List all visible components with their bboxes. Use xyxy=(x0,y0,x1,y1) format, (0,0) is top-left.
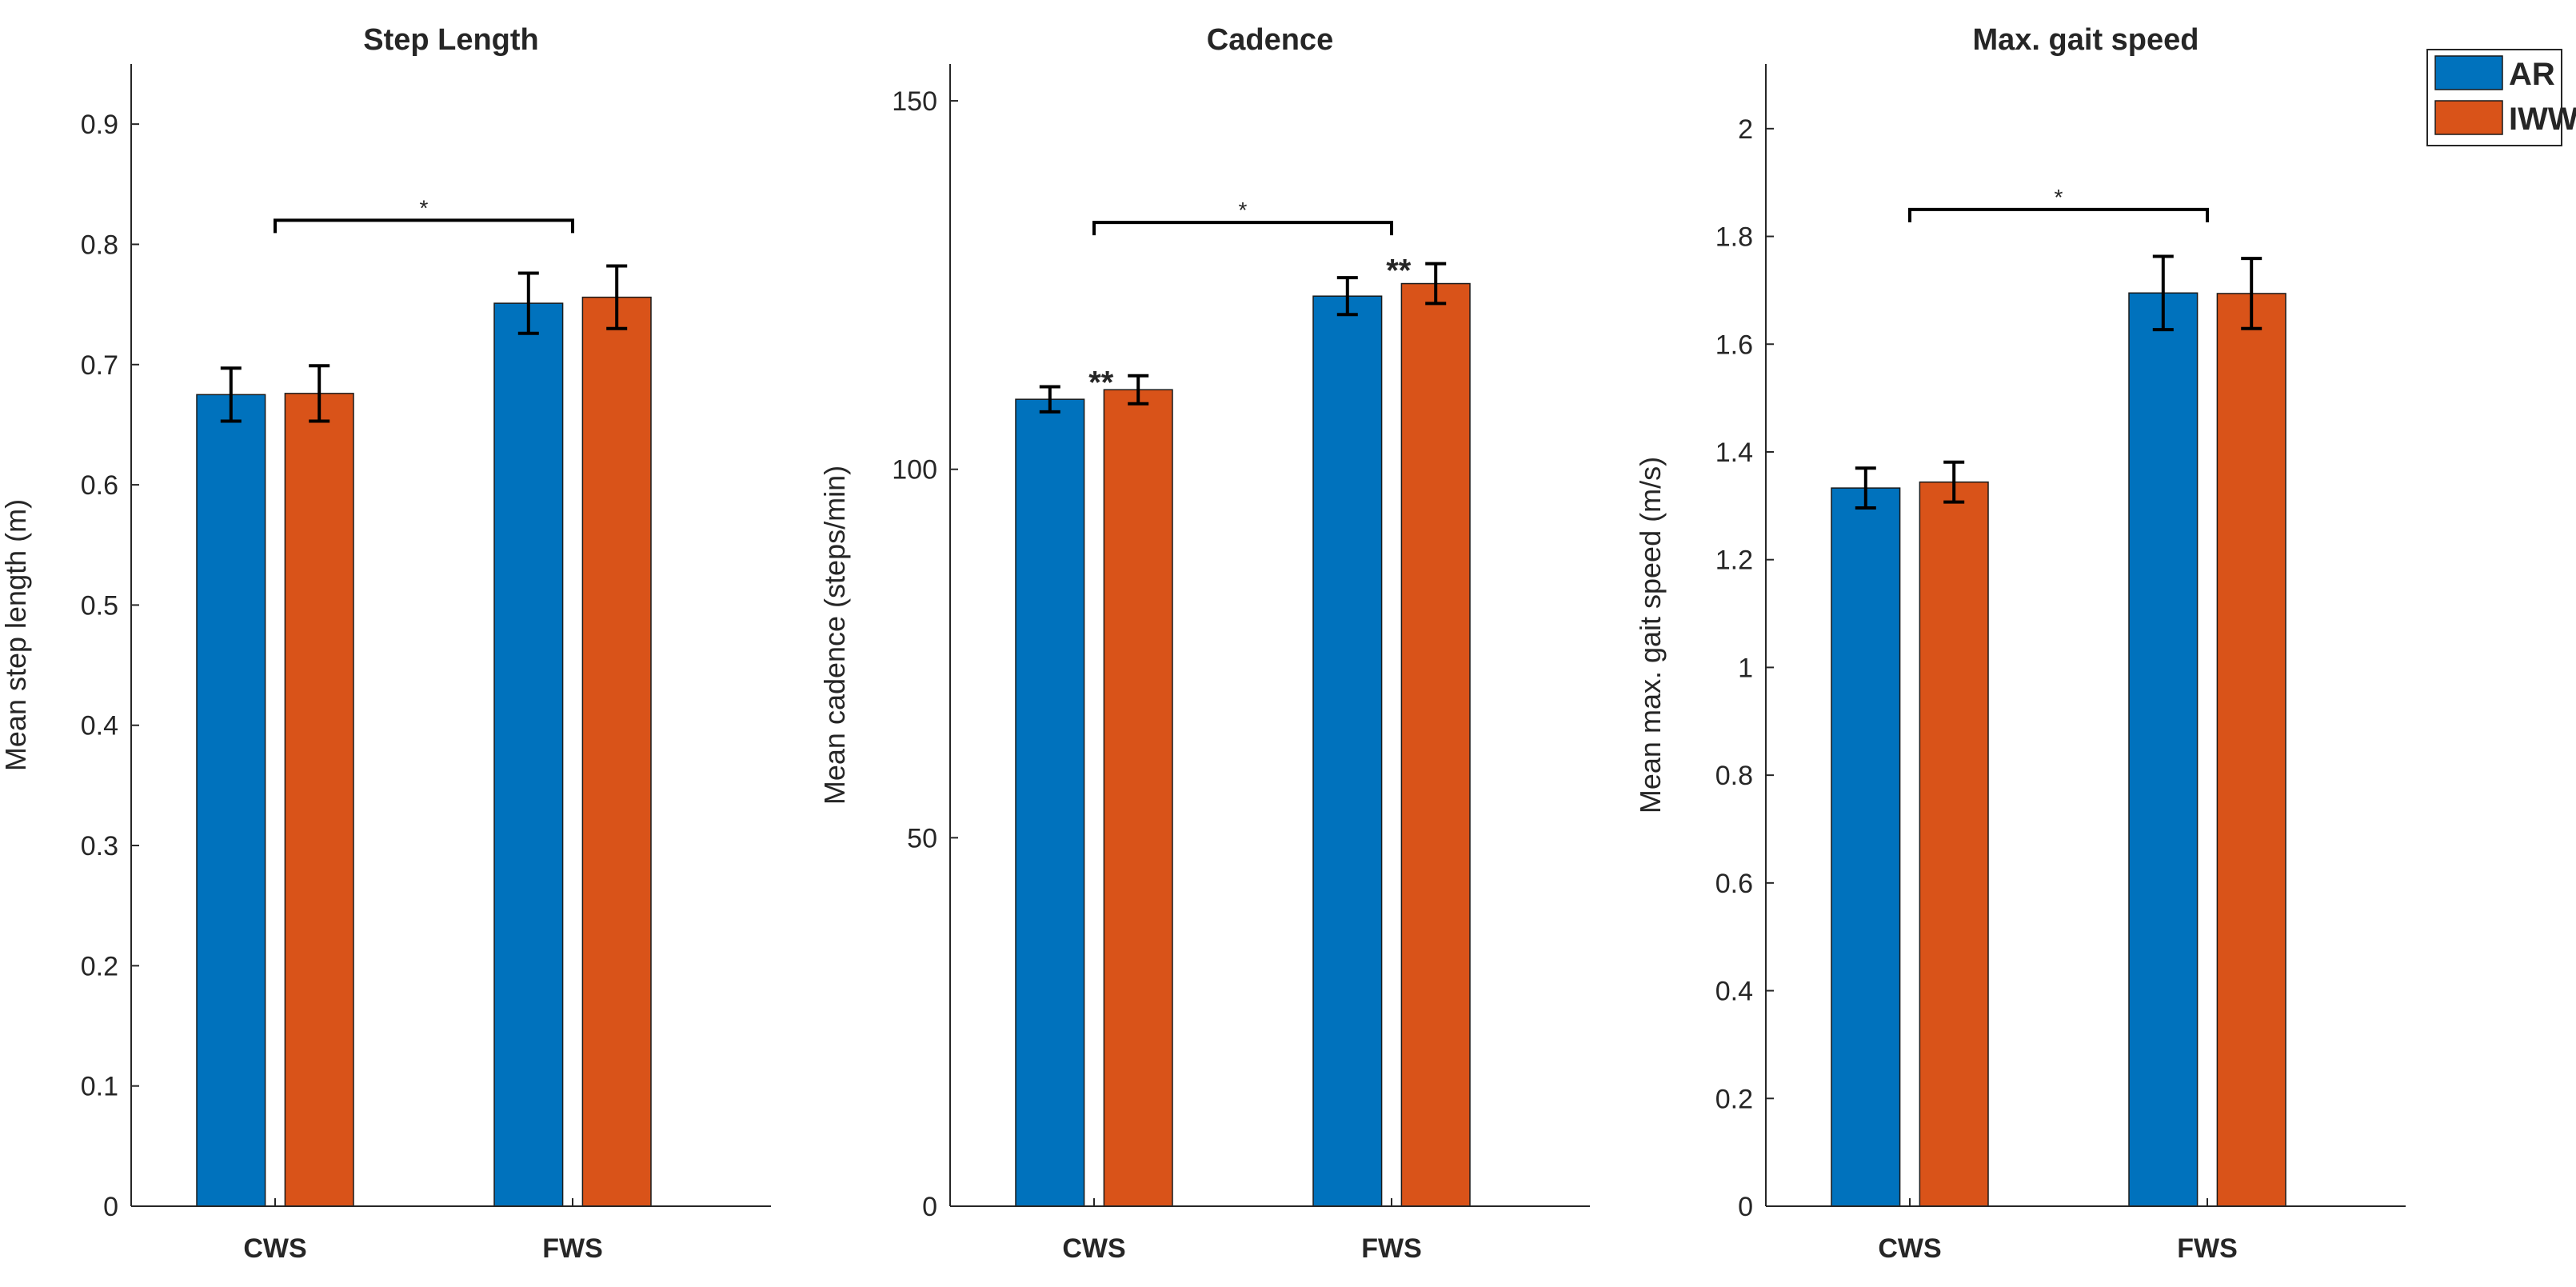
panel-cadence: Cadence Mean cadence (steps/min) 0 50 100 150… xyxy=(818,23,1590,1264)
y-tick-label: 0.2 xyxy=(81,951,118,981)
legend-swatch-iww xyxy=(2434,100,2503,135)
y-axis-label: Mean max. gait speed (m/s) xyxy=(1634,457,1667,813)
bar-cws-iww xyxy=(284,393,354,1207)
error-bar-cws-ar xyxy=(1039,385,1060,414)
bar-significance-label: ** xyxy=(1088,366,1114,401)
chart-title: Step Length xyxy=(363,23,539,57)
y-tick-label: 100 xyxy=(892,455,937,486)
bar-significance-label: ** xyxy=(1386,254,1412,289)
legend-label-iww: IWW xyxy=(2509,102,2576,137)
y-tick-label: 0.2 xyxy=(1715,1084,1753,1114)
y-tick-label: 1.2 xyxy=(1715,546,1753,576)
bar-cws-iww xyxy=(1919,481,1989,1207)
error-bar-cws-iww xyxy=(309,364,330,423)
y-tick-label: 0.8 xyxy=(1715,761,1753,791)
y-tick-label: 0.5 xyxy=(81,590,118,621)
y-tick-label: 50 xyxy=(907,823,937,853)
error-bar-cws-ar xyxy=(220,366,242,423)
x-tick-label-cws: CWS xyxy=(1062,1233,1125,1264)
significance-label: * xyxy=(1239,198,1248,222)
y-tick-label: 0.9 xyxy=(81,110,118,140)
bar-cws-ar xyxy=(1831,487,1901,1207)
bar-cws-iww xyxy=(1103,389,1173,1207)
y-tick-label: 2 xyxy=(1738,114,1753,145)
y-tick-label: 0.8 xyxy=(81,230,118,260)
y-axis-label: Mean step length (m) xyxy=(0,499,32,771)
chart-title: Max. gait speed xyxy=(1973,23,2199,57)
error-bar-fws-ar xyxy=(517,271,539,335)
error-bar-cws-ar xyxy=(1855,466,1876,510)
y-tick-label: 0.4 xyxy=(1715,977,1753,1007)
chart-title: Cadence xyxy=(1207,23,1333,57)
bar-cws-ar xyxy=(1015,398,1085,1207)
y-tick-label: 150 xyxy=(892,86,937,117)
error-bar-fws-ar xyxy=(1336,276,1358,317)
significance-bracket xyxy=(1092,221,1393,236)
y-tick-label: 0.7 xyxy=(81,350,118,381)
legend: AR IWW xyxy=(2426,49,2576,146)
significance-label: * xyxy=(2055,185,2063,210)
significance-bracket xyxy=(1908,207,2209,222)
significance-label: * xyxy=(420,195,429,220)
error-bar-cws-iww xyxy=(1943,460,1965,504)
error-bar-cws-iww xyxy=(1128,374,1149,406)
y-axis-label: Mean cadence (steps/min) xyxy=(818,466,851,805)
y-tick-label: 0.3 xyxy=(81,831,118,861)
error-bar-fws-iww xyxy=(606,264,628,330)
x-tick-label-fws: FWS xyxy=(2177,1233,2238,1264)
y-tick-label: 1.4 xyxy=(1715,438,1753,468)
y-tick-label: 0.6 xyxy=(1715,869,1753,899)
error-bar-fws-iww xyxy=(2241,257,2262,330)
y-tick-label: 1.8 xyxy=(1715,222,1753,253)
x-tick-label-cws: CWS xyxy=(243,1233,306,1264)
y-tick-label: 1 xyxy=(1738,653,1753,683)
panel-max-gait-speed: Max. gait speed Mean max. gait speed (m/s… xyxy=(1634,23,2406,1264)
y-tick-label: 0.6 xyxy=(81,470,118,501)
x-tick-label-cws: CWS xyxy=(1878,1233,1941,1264)
y-tick-label: 0 xyxy=(922,1192,937,1222)
bar-fws-iww xyxy=(2216,293,2286,1207)
y-tick-label: 0 xyxy=(103,1192,118,1222)
y-tick-label: 0 xyxy=(1738,1192,1753,1222)
bar-fws-ar xyxy=(1312,295,1383,1207)
y-tick-label: 0.1 xyxy=(81,1072,118,1102)
bar-fws-ar xyxy=(2128,292,2199,1207)
error-bar-fws-iww xyxy=(1425,262,1447,306)
legend-label-ar: AR xyxy=(2509,57,2555,92)
error-bar-fws-ar xyxy=(2152,254,2174,332)
bar-cws-ar xyxy=(196,394,266,1207)
significance-bracket xyxy=(274,218,574,234)
bar-fws-ar xyxy=(493,302,564,1207)
legend-swatch-ar xyxy=(2434,55,2503,90)
panel-step-length: Step Length Mean step length (m) 0 0.1 0.2 0.… xyxy=(0,23,771,1264)
y-tick-label: 1.6 xyxy=(1715,330,1753,360)
bar-fws-iww xyxy=(581,296,652,1207)
x-tick-label-fws: FWS xyxy=(542,1233,603,1264)
bar-fws-iww xyxy=(1400,282,1471,1207)
y-tick-label: 0.4 xyxy=(81,711,118,741)
x-tick-label-fws: FWS xyxy=(1361,1233,1422,1264)
